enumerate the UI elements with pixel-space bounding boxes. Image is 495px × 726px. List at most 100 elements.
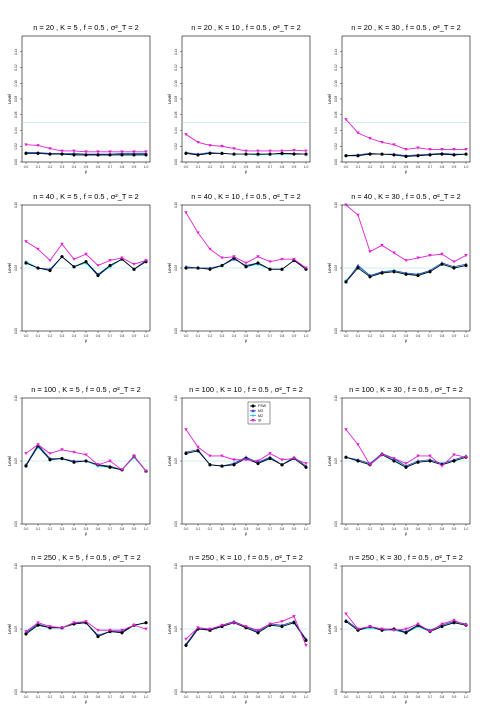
data-point-fsw bbox=[108, 263, 112, 268]
x-tick-label: 0.8 bbox=[440, 695, 445, 699]
y-tick-label: 0.10 bbox=[334, 202, 338, 208]
y-tick-label: 0.06 bbox=[174, 111, 178, 117]
x-tick-label: 0.7 bbox=[268, 334, 273, 338]
y-axis-label: Level bbox=[327, 263, 332, 273]
data-point-fsw bbox=[96, 634, 100, 639]
x-tick-label: 0.5 bbox=[84, 334, 89, 338]
x-tick-label: 0.9 bbox=[452, 165, 457, 169]
x-tick-label: 0.1 bbox=[196, 527, 201, 531]
x-tick-label: 0.8 bbox=[120, 527, 125, 531]
y-axis-label: Level bbox=[7, 456, 12, 466]
chart-panel: n = 100 , K = 10 , f = 0.5 , σ²_T = 2 0.0… bbox=[167, 385, 311, 536]
series-line-si bbox=[25, 444, 147, 472]
x-tick-label: 0.7 bbox=[428, 165, 433, 169]
data-point-si bbox=[268, 260, 272, 264]
x-tick-label: 0.4 bbox=[392, 527, 397, 531]
x-axis-label: ρ bbox=[405, 169, 408, 174]
x-tick-label: 0.5 bbox=[404, 527, 409, 531]
y-tick-label: 0.05 bbox=[14, 458, 18, 464]
data-point-si bbox=[96, 264, 100, 268]
x-tick-label: 0.1 bbox=[36, 334, 41, 338]
data-point-fsw bbox=[208, 151, 212, 155]
x-tick-label: 0.9 bbox=[132, 165, 137, 169]
x-tick-label: 0.0 bbox=[184, 695, 189, 699]
x-tick-label: 0.0 bbox=[24, 165, 29, 169]
data-point-fsw bbox=[184, 643, 188, 647]
x-tick-label: 0.5 bbox=[404, 334, 409, 338]
data-point-si bbox=[208, 247, 212, 251]
y-tick-label: 0.14 bbox=[14, 48, 18, 54]
x-tick-label: 0.1 bbox=[356, 695, 361, 699]
x-tick-label: 0.8 bbox=[440, 165, 445, 169]
x-axis-label: ρ bbox=[245, 531, 248, 536]
x-tick-label: 0.2 bbox=[208, 165, 213, 169]
data-point-si bbox=[244, 261, 248, 265]
y-tick-label: 0.06 bbox=[14, 111, 18, 117]
legend-marker bbox=[251, 419, 255, 423]
x-axis-label: ρ bbox=[405, 531, 408, 536]
data-point-fsw bbox=[404, 465, 408, 469]
x-tick-label: 0.3 bbox=[60, 695, 65, 699]
chart-panel: n = 250 , K = 5 , f = 0.5 , σ²_T = 2 0.0 0… bbox=[7, 553, 151, 704]
data-point-si bbox=[84, 150, 88, 154]
x-tick-label: 0.6 bbox=[416, 334, 421, 338]
data-point-fsw bbox=[356, 154, 360, 158]
x-tick-label: 0.5 bbox=[84, 695, 89, 699]
x-tick-label: 0.1 bbox=[356, 527, 361, 531]
y-axis-label: Level bbox=[167, 263, 172, 273]
x-axis-label: ρ bbox=[245, 699, 248, 704]
panel-title: n = 250 , K = 30 , f = 0.5 , σ²_T = 2 bbox=[349, 553, 463, 562]
x-tick-label: 0.7 bbox=[108, 334, 113, 338]
data-point-si bbox=[440, 464, 444, 468]
y-tick-label: 0.02 bbox=[334, 143, 338, 149]
data-point-fsw bbox=[84, 153, 88, 157]
chart-panel: n = 250 , K = 10 , f = 0.5 , σ²_T = 2 0.0… bbox=[167, 553, 311, 704]
x-tick-label: 0.2 bbox=[208, 334, 213, 338]
x-tick-label: 0.7 bbox=[108, 527, 113, 531]
x-tick-label: 0.0 bbox=[24, 695, 29, 699]
y-tick-label: 0.05 bbox=[174, 265, 178, 271]
data-point-si bbox=[280, 257, 284, 261]
data-point-si bbox=[380, 627, 384, 631]
x-tick-label: 0.0 bbox=[184, 334, 189, 338]
x-tick-label: 0.3 bbox=[60, 527, 65, 531]
y-tick-label: 0.00 bbox=[174, 328, 178, 334]
y-tick-label: 0.00 bbox=[334, 689, 338, 695]
data-point-fsw bbox=[344, 619, 348, 624]
x-tick-label: 0.6 bbox=[96, 527, 101, 531]
data-point-si bbox=[48, 452, 52, 456]
data-point-si bbox=[428, 148, 432, 152]
chart-panel: n = 40 , K = 30 , f = 0.5 , σ²_T = 20.00… bbox=[327, 192, 471, 343]
data-point-si bbox=[60, 149, 64, 153]
x-tick-label: 0.0 bbox=[344, 165, 349, 169]
x-axis-label: ρ bbox=[85, 699, 88, 704]
x-tick-label: 0.0 bbox=[184, 527, 189, 531]
x-tick-label: 0.6 bbox=[416, 165, 421, 169]
data-point-fsw bbox=[452, 266, 456, 270]
series-line-si bbox=[345, 204, 467, 263]
data-point-si bbox=[24, 630, 28, 634]
x-tick-label: 0.2 bbox=[48, 334, 53, 338]
data-point-fsw bbox=[108, 153, 112, 157]
x-tick-label: 0.0 bbox=[344, 527, 349, 531]
data-point-fsw bbox=[208, 267, 212, 271]
data-point-fsw bbox=[428, 270, 432, 274]
legend-label: FSW bbox=[258, 404, 267, 408]
y-tick-label: 0.06 bbox=[334, 111, 338, 117]
data-point-si bbox=[48, 259, 52, 263]
data-point-fsw bbox=[280, 267, 284, 271]
data-point-si bbox=[24, 143, 28, 147]
x-tick-label: 0.8 bbox=[280, 527, 285, 531]
plot-frame bbox=[341, 35, 471, 163]
data-point-si bbox=[232, 458, 236, 462]
x-tick-label: 0.6 bbox=[416, 695, 421, 699]
data-point-si bbox=[132, 150, 136, 154]
chart-panel: n = 20 , K = 5 , f = 0.5 , σ²_T = 2 0.00 0… bbox=[7, 23, 151, 174]
data-point-si bbox=[428, 254, 432, 258]
y-axis-label: Level bbox=[7, 263, 12, 273]
data-point-si bbox=[404, 462, 408, 466]
series-line-si bbox=[345, 119, 466, 150]
data-point-fsw bbox=[452, 153, 456, 157]
panel-title: n = 250 , K = 5 , f = 0.5 , σ²_T = 2 bbox=[31, 553, 141, 562]
data-point-si bbox=[256, 255, 260, 259]
